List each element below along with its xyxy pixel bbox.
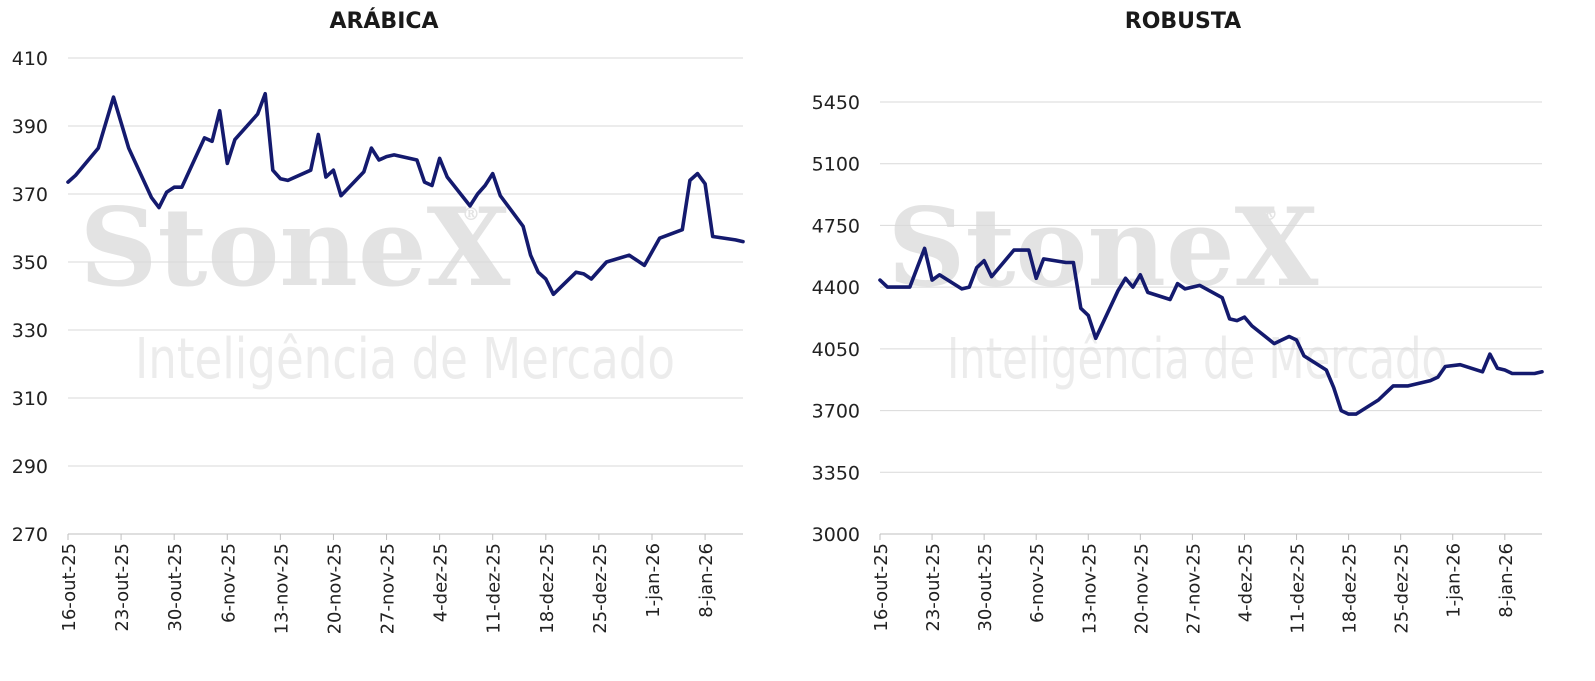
watermark-logo: StoneX [80, 185, 511, 311]
robusta-price-line [878, 246, 1544, 416]
arabica-x-tick-label: 4-dez-25 [431, 543, 452, 622]
watermark-subtitle: Inteligência de Mercado [947, 327, 1447, 392]
arabica-x-tick-label: 23-out-25 [112, 543, 133, 632]
arabica-x-tick-label: 18-dez-25 [537, 543, 558, 634]
arabica-x-tick-label: 6-nov-25 [218, 543, 239, 623]
watermark-registered-mark: ® [462, 204, 480, 225]
robusta-x-tick-label: 23-out-25 [923, 543, 944, 632]
arabica-chart-title: ARÁBICA [329, 8, 438, 34]
robusta-x-tick-label: 6-nov-25 [1027, 543, 1048, 623]
robusta-y-tick-label: 3350 [812, 462, 860, 484]
robusta-chart: ROBUSTA StoneX ® Inteligência de Mercado… [812, 9, 1544, 634]
arabica-x-tick-label: 27-nov-25 [378, 543, 399, 634]
robusta-x-tick-label: 4-dez-25 [1235, 543, 1256, 622]
robusta-x-tick-label: 30-out-25 [975, 543, 996, 632]
robusta-chart-title: ROBUSTA [1125, 9, 1241, 34]
robusta-x-tick-label: 25-dez-25 [1392, 543, 1413, 634]
robusta-y-tick-label: 3000 [812, 524, 860, 546]
robusta-y-tick-label: 4400 [812, 277, 860, 299]
arabica-x-tick-label: 8-jan-26 [696, 543, 717, 618]
arabica-chart: ARÁBICA StoneX ® Inteligência de Mercado… [12, 8, 745, 634]
arabica-x-tick-label: 30-out-25 [165, 543, 186, 632]
arabica-y-tick-label: 370 [12, 184, 48, 206]
arabica-y-tick-label: 270 [12, 524, 48, 546]
robusta-x-tick-label: 18-dez-25 [1340, 543, 1361, 634]
arabica-x-tick-label: 13-nov-25 [271, 543, 292, 634]
robusta-y-tick-label: 3700 [812, 401, 860, 423]
arabica-x-tick-label: 1-jan-26 [643, 543, 664, 618]
watermark-logo: StoneX [888, 185, 1319, 311]
robusta-x-tick-label: 11-dez-25 [1288, 543, 1309, 634]
arabica-x-tick-label: 20-nov-25 [324, 543, 345, 634]
arabica-watermark: StoneX ® Inteligência de Mercado [80, 185, 675, 392]
arabica-y-tick-label: 390 [12, 116, 48, 138]
arabica-price-line [66, 91, 745, 297]
arabica-y-tick-label: 290 [12, 456, 48, 478]
robusta-x-tick-label: 27-nov-25 [1183, 543, 1204, 634]
arabica-x-tick-label: 16-out-25 [59, 543, 80, 632]
robusta-y-tick-label: 4050 [812, 339, 860, 361]
arabica-y-tick-label: 330 [12, 320, 48, 342]
arabica-y-tick-label: 410 [12, 48, 48, 70]
robusta-y-tick-label: 5450 [812, 92, 860, 114]
arabica-x-tick-label: 25-dez-25 [590, 543, 611, 634]
robusta-x-tick-label: 16-out-25 [871, 543, 892, 632]
robusta-y-tick-label: 5100 [812, 154, 860, 176]
arabica-y-tick-label: 310 [12, 388, 48, 410]
watermark-registered-mark: ® [1260, 204, 1278, 225]
watermark-subtitle: Inteligência de Mercado [135, 327, 675, 392]
robusta-x-tick-label: 8-jan-26 [1496, 543, 1517, 618]
arabica-x-tick-label: 11-dez-25 [484, 543, 505, 634]
robusta-watermark: StoneX ® Inteligência de Mercado [888, 185, 1447, 392]
robusta-x-tick-label: 1-jan-26 [1444, 543, 1465, 618]
robusta-x-tick-label: 13-nov-25 [1079, 543, 1100, 634]
arabica-y-tick-label: 350 [12, 252, 48, 274]
robusta-y-tick-label: 4750 [812, 215, 860, 237]
robusta-x-tick-label: 20-nov-25 [1131, 543, 1152, 634]
